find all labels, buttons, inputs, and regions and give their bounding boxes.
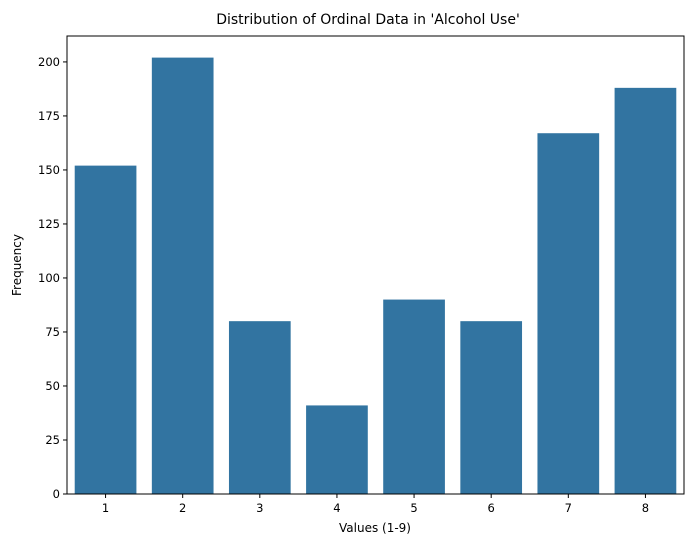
x-tick-label: 8 (642, 501, 649, 515)
x-tick-label: 5 (410, 501, 417, 515)
bar-8 (614, 87, 677, 494)
x-tick-label: 4 (333, 501, 340, 515)
y-tick-label: 125 (38, 217, 60, 231)
bar-4 (306, 405, 368, 494)
x-axis-label: Values (1-9) (339, 521, 411, 535)
y-tick-label: 50 (45, 379, 60, 393)
y-tick-label: 25 (45, 433, 60, 447)
x-axis: 1 2 3 4 5 6 7 8 (102, 494, 649, 515)
y-tick-label: 100 (38, 271, 60, 285)
y-axis: 0 25 50 75 100 125 150 175 200 (38, 55, 67, 501)
y-tick-label: 0 (53, 487, 60, 501)
bars-group (74, 57, 677, 495)
bar-7 (537, 133, 600, 494)
bar-2 (151, 57, 214, 495)
x-tick-label: 7 (565, 501, 572, 515)
x-tick-label: 1 (102, 501, 109, 515)
y-tick-label: 150 (38, 163, 60, 177)
bar-1 (74, 165, 137, 495)
chart-title: Distribution of Ordinal Data in 'Alcohol… (216, 12, 520, 28)
x-tick-label: 2 (179, 501, 186, 515)
y-tick-label: 75 (45, 325, 60, 339)
y-tick-label: 175 (38, 109, 60, 123)
y-axis-label: Frequency (10, 234, 24, 296)
plot-frame (66, 35, 685, 495)
bar-5 (383, 299, 445, 494)
bar-6 (460, 321, 523, 494)
bar-3 (228, 321, 291, 494)
x-tick-label: 3 (256, 501, 263, 515)
x-tick-label: 6 (488, 501, 495, 515)
y-tick-label: 200 (38, 55, 60, 69)
